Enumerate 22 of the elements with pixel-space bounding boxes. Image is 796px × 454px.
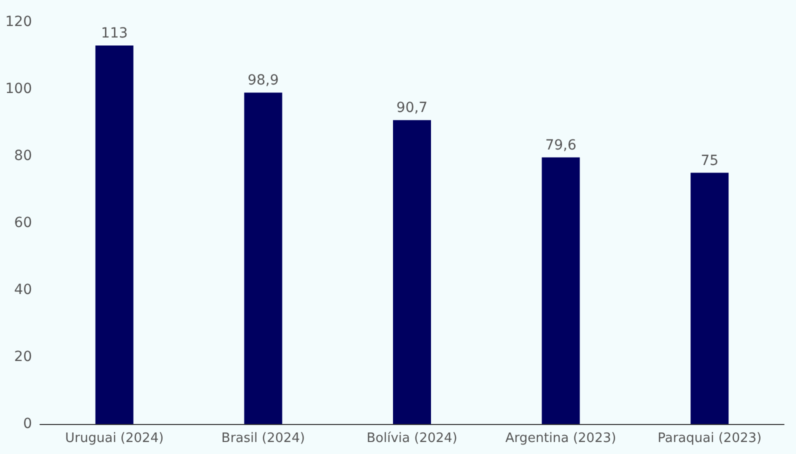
data-label: 79,6: [545, 137, 576, 154]
x-tick-label: Argentina (2023): [505, 431, 616, 446]
y-tick-label: 20: [14, 349, 32, 365]
x-tick-label: Paraquai (2023): [658, 431, 762, 446]
y-tick-label: 60: [14, 215, 32, 231]
y-tick-label: 0: [23, 416, 32, 432]
data-label: 98,9: [248, 72, 279, 89]
data-label: 113: [101, 25, 128, 42]
bar: [244, 92, 282, 424]
bar: [393, 120, 431, 424]
bar: [690, 172, 729, 424]
bar: [95, 45, 134, 424]
x-tick-label: Bolívia (2024): [366, 431, 458, 446]
y-tick-label: 100: [5, 81, 32, 97]
y-tick-label: 40: [14, 282, 32, 298]
data-label: 75: [700, 152, 719, 169]
bar: [542, 157, 580, 424]
y-tick-label: 120: [5, 14, 32, 30]
x-tick-label: Brasil (2024): [221, 431, 305, 446]
data-label: 90,7: [396, 100, 428, 116]
x-tick-label: Uruguai (2024): [65, 431, 164, 446]
y-tick-label: 80: [14, 148, 32, 164]
